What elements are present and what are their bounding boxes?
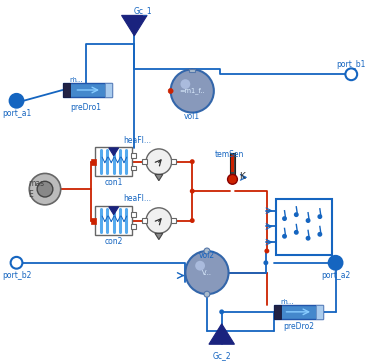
Text: port_a1: port_a1 [2,109,31,118]
Circle shape [204,291,210,297]
Text: ṁ...: ṁ... [70,77,83,83]
Circle shape [10,94,24,108]
Bar [131,166,136,170]
Circle shape [37,181,53,197]
Text: =m1_f..: =m1_f.. [180,88,205,94]
Text: preDro1: preDro1 [71,103,102,112]
Circle shape [168,88,173,94]
Polygon shape [155,174,163,181]
Circle shape [204,248,210,254]
Polygon shape [155,233,163,240]
Text: E: E [28,190,33,198]
Text: Gc_1: Gc_1 [134,6,152,15]
Text: port_a2: port_a2 [321,271,350,280]
Bar [276,199,332,255]
Bar [131,153,136,158]
Bar [142,218,147,222]
Bar [131,225,136,229]
Bar [105,83,112,97]
Bar [230,153,236,177]
Circle shape [294,230,299,235]
Polygon shape [209,324,234,344]
Bar [274,305,323,319]
Text: vol1: vol1 [184,112,200,121]
Bar [274,305,280,319]
Bar [171,159,176,164]
Text: V...: V... [202,270,212,276]
Circle shape [11,257,22,269]
Bar [142,159,147,164]
Bar [91,159,96,165]
Text: Gc_2: Gc_2 [212,352,231,360]
Text: port_b2: port_b2 [2,271,31,280]
Bar [316,305,323,319]
Text: con2: con2 [105,237,123,246]
Circle shape [346,68,357,80]
Circle shape [219,309,224,314]
Bar [231,155,234,173]
Circle shape [294,212,299,217]
Circle shape [305,218,311,223]
Bar [95,206,132,235]
Polygon shape [121,15,147,36]
Bar [63,83,70,97]
Circle shape [171,70,214,112]
Bar [91,218,96,223]
Circle shape [180,79,190,89]
Circle shape [190,218,195,223]
Text: vol2: vol2 [199,252,215,260]
Circle shape [146,208,171,233]
Circle shape [333,260,338,265]
Text: K: K [239,172,245,181]
Text: port_b1: port_b1 [337,60,366,69]
Text: ṁ...: ṁ... [280,299,294,305]
Polygon shape [109,148,118,156]
Circle shape [264,249,269,253]
Text: mas: mas [28,179,45,188]
Circle shape [263,260,268,265]
Polygon shape [109,207,118,215]
Bar [189,70,195,72]
Circle shape [190,159,195,164]
Circle shape [305,236,311,241]
Circle shape [282,216,287,221]
Circle shape [146,149,171,174]
Circle shape [282,234,287,239]
Bar [63,83,112,97]
Circle shape [190,189,195,194]
Circle shape [185,251,229,294]
Text: temSen: temSen [215,150,244,159]
Text: con1: con1 [105,178,123,187]
Bar [131,212,136,217]
Bar [171,218,176,222]
Circle shape [318,214,322,219]
Circle shape [227,174,237,184]
Bar [95,147,132,177]
Circle shape [329,256,343,270]
Text: heaFl...: heaFl... [124,194,152,203]
Text: heaFl...: heaFl... [124,135,152,145]
Circle shape [29,173,61,205]
Circle shape [195,261,205,270]
Circle shape [318,232,322,237]
Text: preDro2: preDro2 [283,322,314,331]
